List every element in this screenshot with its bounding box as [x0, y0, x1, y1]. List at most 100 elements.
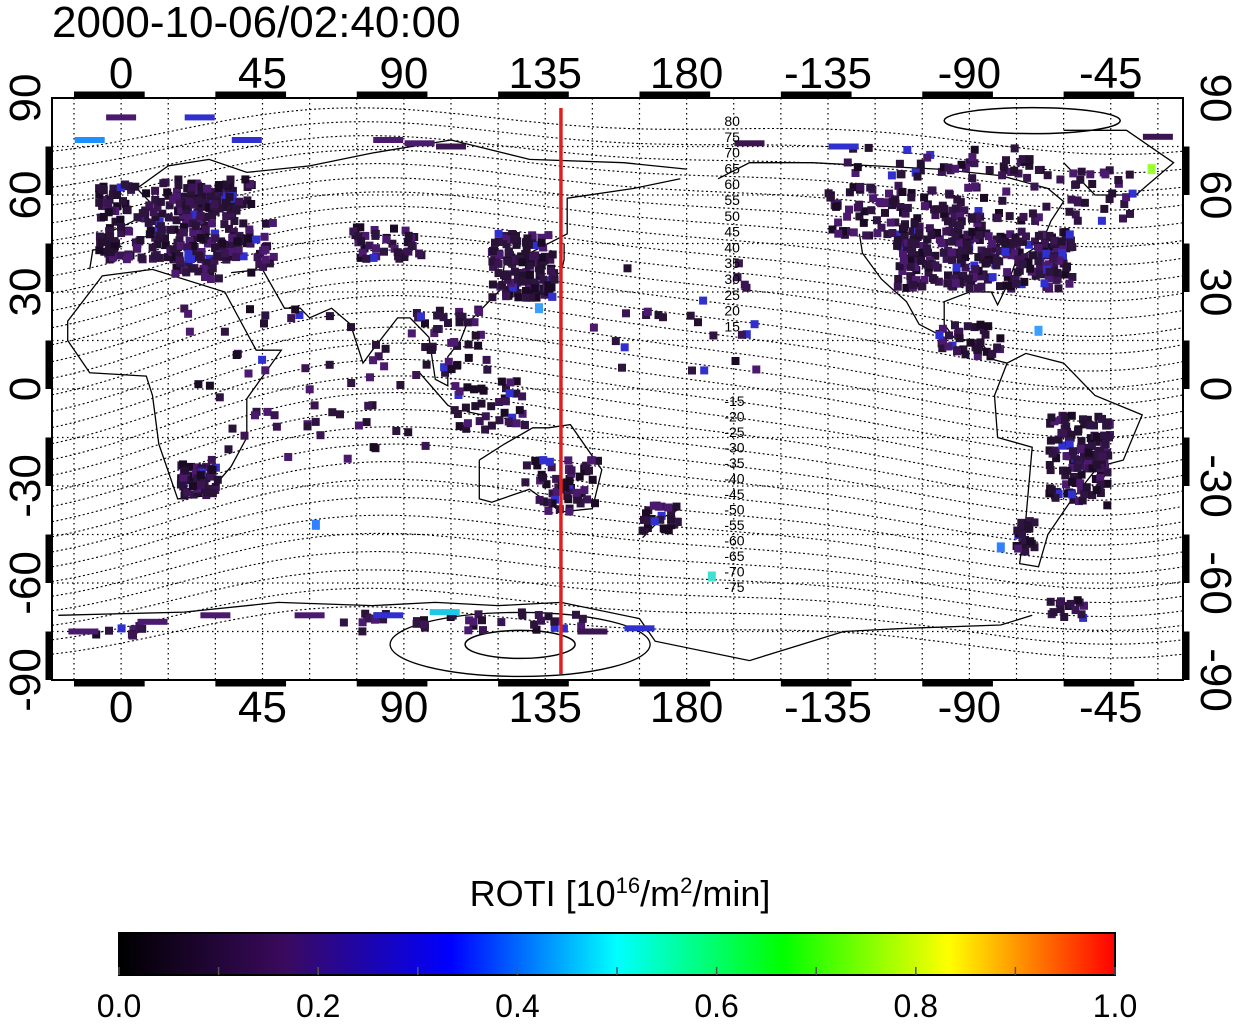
roti-data-cell	[898, 188, 907, 196]
roti-data-cell	[1084, 448, 1093, 457]
roti-data-cell	[908, 247, 917, 256]
roti-data-cell	[156, 222, 165, 231]
roti-data-cell	[993, 214, 1002, 223]
roti-data-cell	[1005, 212, 1014, 221]
roti-data-cell	[362, 418, 371, 427]
roti-data-cell	[1073, 216, 1082, 225]
roti-data-cell	[325, 312, 334, 321]
roti-data-cell	[184, 212, 193, 221]
roti-data-cell	[241, 175, 250, 184]
roti-data-cell	[205, 381, 214, 390]
roti-data-cell	[380, 362, 389, 371]
roti-data-cell	[225, 192, 234, 201]
roti-data-cell	[1094, 437, 1103, 446]
roti-data-cell	[478, 616, 486, 625]
roti-data-cell	[995, 209, 1003, 217]
roti-data-cell	[151, 212, 160, 221]
roti-data-cell	[145, 201, 154, 210]
roti-data-cell	[246, 180, 254, 188]
colorbar-label: ROTI [1016/m2/min]	[0, 872, 1240, 916]
roti-data-cell	[919, 248, 928, 257]
roti-data-cell	[404, 428, 413, 437]
roti-data-cell	[944, 342, 953, 351]
roti-data-cell	[464, 353, 473, 362]
roti-data-cell	[853, 163, 862, 172]
roti-data-cell	[893, 282, 902, 291]
roti-data-cell	[206, 191, 215, 200]
roti-data-cell	[1034, 267, 1042, 276]
roti-data-cell	[301, 364, 310, 373]
roti-data-cell	[577, 622, 586, 631]
roti-data-cell	[228, 424, 237, 433]
roti-data-cell	[226, 252, 235, 261]
roti-data-cell	[110, 237, 119, 246]
roti-data-cell	[923, 244, 932, 253]
roti-data-cell	[498, 281, 507, 289]
roti-data-cell	[582, 461, 591, 470]
roti-data-cell	[440, 363, 449, 372]
roti-data-cell	[931, 211, 940, 220]
roti-data-bar	[1142, 133, 1173, 140]
roti-data-cell	[401, 226, 410, 235]
colorbar-label-main: ROTI [10	[469, 873, 616, 914]
roti-data-cell	[211, 244, 220, 252]
roti-data-cell	[407, 329, 416, 338]
roti-data-cell	[106, 248, 115, 257]
roti-data-cell	[1062, 422, 1071, 431]
roti-data-cell	[1043, 171, 1052, 180]
roti-data-cell	[1020, 253, 1029, 262]
roti-data-cell	[1020, 277, 1029, 286]
roti-data-cell	[195, 216, 204, 225]
roti-data-cell	[1086, 421, 1095, 430]
roti-data-cell	[937, 167, 946, 176]
roti-data-cell	[832, 202, 841, 211]
roti-data-cell	[482, 355, 491, 364]
roti-data-cell	[270, 411, 279, 420]
roti-data-cell	[110, 242, 119, 251]
roti-data-cell	[512, 377, 521, 386]
contour-label: 40	[724, 239, 740, 255]
roti-data-cell	[536, 261, 545, 270]
roti-data-cell	[116, 251, 125, 260]
roti-data-cell	[944, 217, 952, 226]
roti-data-cell	[585, 466, 593, 475]
roti-data-cell	[945, 190, 954, 199]
roti-data-cell	[888, 229, 897, 237]
roti-data-cell	[733, 273, 742, 282]
bottom-longitude-tick: -45	[1078, 683, 1143, 732]
roti-data-cell	[197, 183, 206, 191]
roti-data-cell	[965, 284, 974, 293]
roti-data-cell	[136, 236, 145, 244]
roti-data-cell	[963, 322, 972, 331]
roti-data-cell	[187, 255, 195, 264]
roti-data-cell	[284, 453, 293, 461]
roti-data-cell	[354, 421, 363, 430]
roti-data-cell	[488, 257, 497, 266]
roti-data-cell	[1034, 166, 1043, 174]
roti-data-cell	[891, 218, 900, 227]
roti-data-cell	[522, 293, 531, 302]
roti-data-cell	[489, 262, 498, 271]
roti-data-cell	[620, 343, 629, 352]
roti-data-cell	[221, 198, 230, 207]
roti-data-cell	[1005, 240, 1014, 249]
contour-label: -60	[724, 533, 744, 549]
roti-data-cell	[1028, 209, 1037, 218]
roti-data-cell	[187, 264, 196, 273]
roti-data-cell	[1018, 155, 1027, 164]
roti-data-cell	[95, 246, 104, 255]
roti-data-cell	[548, 250, 557, 259]
roti-data-cell	[235, 197, 244, 206]
roti-data-cell	[1073, 463, 1082, 472]
mag-lat-contour	[51, 514, 1184, 589]
roti-data-cell	[97, 238, 106, 247]
roti-data-cell	[550, 617, 559, 626]
roti-data-cell	[548, 489, 557, 498]
roti-data-cell	[548, 292, 557, 301]
roti-data-cell	[843, 158, 852, 167]
roti-data-cell	[379, 615, 388, 624]
roti-data-cell	[956, 221, 965, 230]
roti-data-cell	[548, 499, 557, 508]
roti-data-cell	[247, 268, 256, 277]
roti-data-cell	[462, 424, 471, 433]
